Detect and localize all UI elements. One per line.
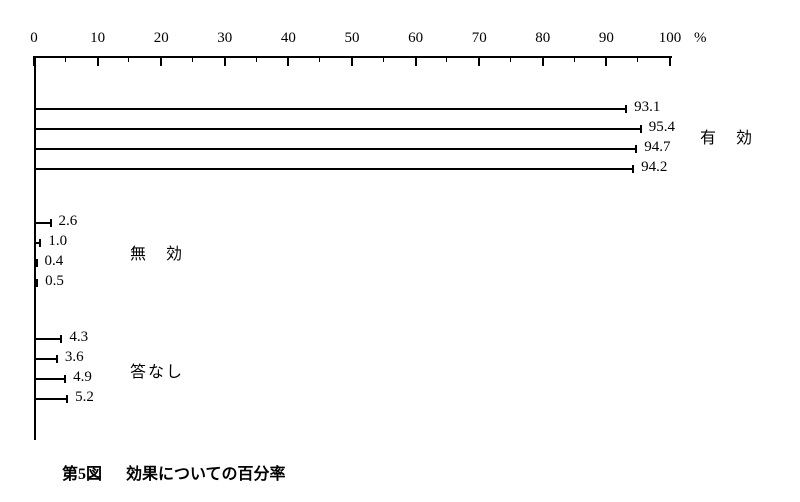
bar-value-label: 94.2 bbox=[641, 159, 667, 176]
x-tick-label: 60 bbox=[404, 30, 428, 47]
bar bbox=[34, 358, 57, 360]
bar-end-tick bbox=[640, 125, 642, 133]
group-label: 答なし bbox=[130, 358, 184, 382]
bar-value-label: 0.4 bbox=[45, 253, 64, 270]
bar-value-label: 1.0 bbox=[48, 233, 67, 250]
bar bbox=[34, 128, 641, 130]
bar-value-label: 0.5 bbox=[45, 273, 64, 290]
x-tick-label: 40 bbox=[276, 30, 300, 47]
x-tick-label: 100 bbox=[658, 30, 682, 47]
bar-end-tick bbox=[50, 219, 52, 227]
bar-end-tick bbox=[66, 395, 68, 403]
bar-value-label: 3.6 bbox=[65, 349, 84, 366]
bar-end-tick bbox=[625, 105, 627, 113]
x-tick-label: 90 bbox=[594, 30, 618, 47]
bar bbox=[34, 148, 636, 150]
bar-value-label: 4.3 bbox=[69, 329, 88, 346]
bar-end-tick bbox=[635, 145, 637, 153]
bar-value-label: 5.2 bbox=[75, 389, 94, 406]
bar bbox=[34, 338, 61, 340]
bar-value-label: 94.7 bbox=[644, 139, 670, 156]
bar-value-label: 93.1 bbox=[634, 99, 660, 116]
x-tick-label: 10 bbox=[86, 30, 110, 47]
x-tick-label: 20 bbox=[149, 30, 173, 47]
caption-text: 効果についての百分率 bbox=[126, 466, 286, 483]
bar-value-label: 95.4 bbox=[649, 119, 675, 136]
x-tick-label: 0 bbox=[22, 30, 46, 47]
figure-caption: 第5図 効果についての百分率 bbox=[62, 460, 286, 484]
y-axis-line bbox=[34, 56, 36, 440]
group-label: 有 効 bbox=[700, 124, 754, 148]
caption-prefix: 第5図 bbox=[62, 466, 102, 483]
bar-end-tick bbox=[36, 259, 38, 267]
bar-value-label: 2.6 bbox=[59, 213, 78, 230]
bar-value-label: 4.9 bbox=[73, 369, 92, 386]
bar-end-tick bbox=[36, 279, 38, 287]
group-label: 無 効 bbox=[130, 240, 184, 264]
x-axis-unit: % bbox=[694, 30, 707, 47]
x-tick-label: 30 bbox=[213, 30, 237, 47]
percentage-bar-chart: 0 10 20 30 40 50 60 70 80 90 100 % 93.1 95.4 94.7 94.… bbox=[0, 0, 800, 502]
bar-end-tick bbox=[39, 239, 41, 247]
bar-end-tick bbox=[64, 375, 66, 383]
bar-end-tick bbox=[60, 335, 62, 343]
x-tick-label: 80 bbox=[531, 30, 555, 47]
bar-end-tick bbox=[632, 165, 634, 173]
x-tick-label: 70 bbox=[467, 30, 491, 47]
x-axis-line bbox=[34, 56, 672, 58]
bar bbox=[34, 398, 67, 400]
bar-end-tick bbox=[56, 355, 58, 363]
bar bbox=[34, 108, 626, 110]
bar bbox=[34, 222, 51, 224]
bar bbox=[34, 168, 633, 170]
x-tick-label: 50 bbox=[340, 30, 364, 47]
bar bbox=[34, 378, 65, 380]
